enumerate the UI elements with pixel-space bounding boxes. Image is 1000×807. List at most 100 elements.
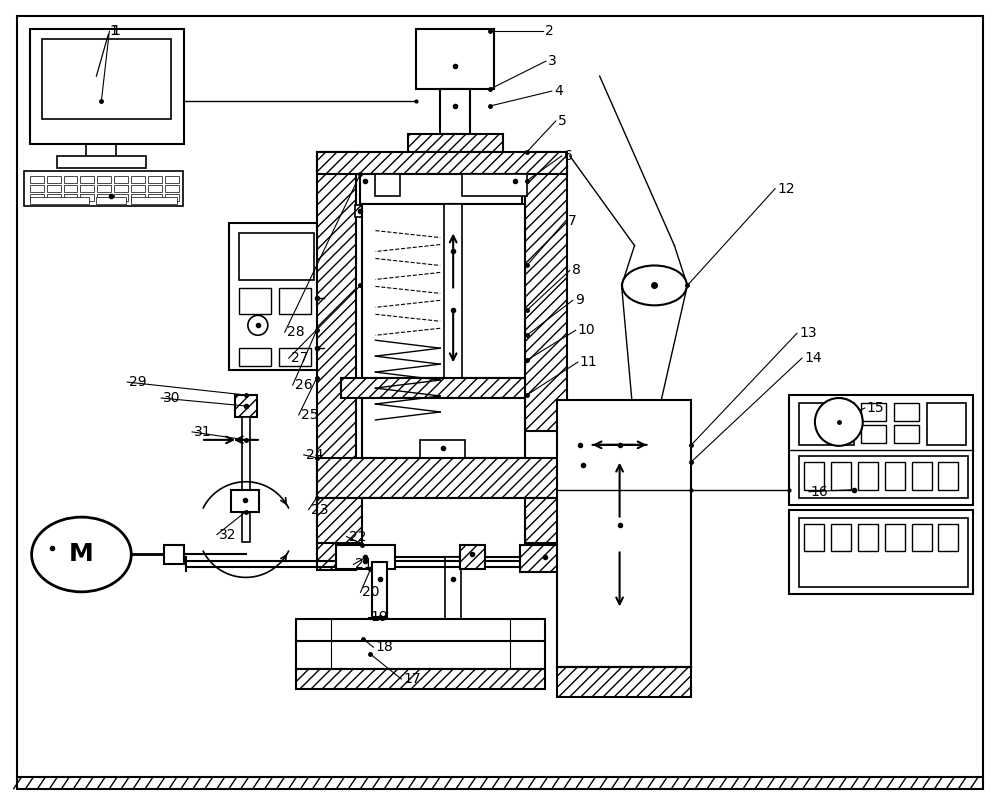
Ellipse shape xyxy=(622,266,687,305)
Bar xyxy=(444,203,462,378)
Bar xyxy=(96,197,126,203)
Bar xyxy=(861,403,886,421)
Text: 6: 6 xyxy=(564,148,573,163)
Bar xyxy=(231,490,259,512)
Text: 20: 20 xyxy=(362,585,380,600)
Bar xyxy=(30,185,44,192)
Text: 25: 25 xyxy=(301,408,318,422)
Text: 2: 2 xyxy=(545,24,554,38)
Bar xyxy=(375,174,400,196)
Bar xyxy=(799,517,968,587)
Text: 18: 18 xyxy=(375,640,393,654)
Text: 22: 22 xyxy=(349,529,366,544)
Bar xyxy=(789,395,973,504)
Bar xyxy=(148,176,162,182)
Text: 10: 10 xyxy=(578,324,595,337)
Bar xyxy=(131,197,177,203)
Bar xyxy=(317,152,567,174)
Bar xyxy=(114,194,128,201)
Bar xyxy=(567,430,592,455)
Text: 28: 28 xyxy=(287,325,304,339)
Text: 9: 9 xyxy=(575,294,584,307)
Bar xyxy=(799,456,968,498)
Bar xyxy=(789,510,973,594)
Bar xyxy=(831,462,851,490)
Bar xyxy=(360,174,522,203)
Text: 1: 1 xyxy=(111,24,120,38)
Bar xyxy=(336,545,395,570)
Text: 30: 30 xyxy=(163,391,181,405)
Text: M: M xyxy=(69,542,94,567)
Bar xyxy=(148,194,162,201)
Bar xyxy=(47,185,61,192)
Text: 14: 14 xyxy=(804,351,822,365)
Bar xyxy=(341,378,525,398)
Bar xyxy=(131,194,145,201)
Bar xyxy=(279,348,311,366)
Bar xyxy=(239,348,271,366)
Text: 32: 32 xyxy=(219,528,236,541)
Text: 7: 7 xyxy=(568,214,577,228)
Bar xyxy=(165,176,179,182)
Text: 29: 29 xyxy=(129,375,147,389)
Bar xyxy=(47,194,61,201)
Text: 4: 4 xyxy=(554,84,563,98)
Text: 11: 11 xyxy=(580,355,597,369)
Bar xyxy=(804,462,824,490)
Bar xyxy=(927,403,966,445)
Text: 16: 16 xyxy=(811,485,829,499)
Bar xyxy=(131,176,145,182)
Bar xyxy=(235,395,257,417)
Bar xyxy=(557,667,691,697)
Bar xyxy=(97,185,111,192)
Bar xyxy=(165,194,179,201)
Text: 13: 13 xyxy=(799,326,817,341)
Bar xyxy=(317,498,381,542)
Bar xyxy=(239,288,271,314)
Text: 27: 27 xyxy=(291,351,308,365)
Bar xyxy=(525,498,567,542)
Bar xyxy=(804,524,824,551)
Bar xyxy=(57,156,146,168)
Bar xyxy=(80,185,94,192)
Bar xyxy=(885,462,905,490)
Bar xyxy=(42,40,171,119)
Bar xyxy=(938,524,958,551)
Text: 17: 17 xyxy=(403,672,421,686)
Bar xyxy=(64,185,77,192)
Text: 31: 31 xyxy=(194,425,212,439)
Bar xyxy=(420,440,465,458)
Bar xyxy=(64,176,77,182)
Bar xyxy=(362,498,525,558)
Text: 5: 5 xyxy=(558,114,567,128)
Text: 15: 15 xyxy=(867,401,884,415)
Bar xyxy=(858,524,878,551)
Bar xyxy=(47,176,61,182)
Bar xyxy=(894,425,919,443)
Bar xyxy=(317,152,356,571)
Bar xyxy=(408,134,503,152)
Bar xyxy=(165,185,179,192)
Bar xyxy=(460,545,485,570)
Bar xyxy=(30,194,44,201)
Text: 21: 21 xyxy=(355,558,373,571)
Bar xyxy=(861,425,886,443)
Bar xyxy=(372,562,387,617)
Text: 1: 1 xyxy=(109,24,118,38)
Bar xyxy=(279,288,311,314)
Bar xyxy=(362,398,525,458)
Bar xyxy=(80,176,94,182)
Bar xyxy=(30,176,44,182)
Bar xyxy=(445,558,461,638)
Bar xyxy=(440,89,470,134)
Text: 23: 23 xyxy=(311,503,328,516)
Bar xyxy=(462,174,527,196)
Bar xyxy=(938,462,958,490)
Bar xyxy=(229,223,324,370)
Bar xyxy=(239,232,314,280)
Bar xyxy=(296,619,545,642)
Bar xyxy=(64,194,77,201)
Bar xyxy=(164,545,184,564)
Bar xyxy=(114,176,128,182)
Bar xyxy=(97,176,111,182)
